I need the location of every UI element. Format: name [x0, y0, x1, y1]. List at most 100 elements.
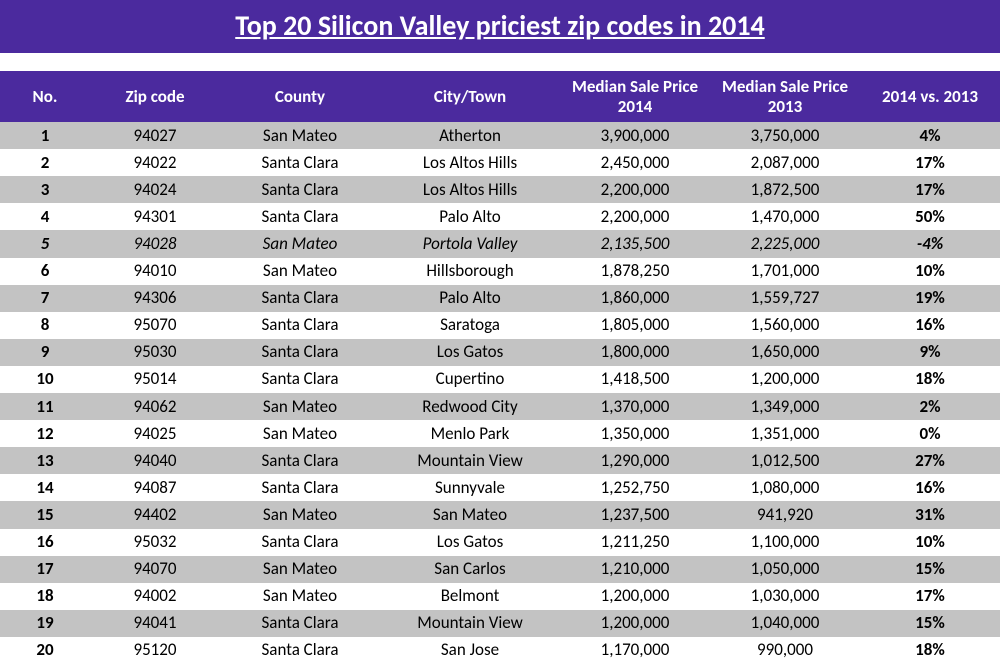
table-cell: 1,040,000 — [710, 610, 860, 637]
table-cell: Santa Clara — [220, 474, 380, 501]
table-cell: 11 — [0, 393, 90, 420]
table-cell: San Mateo — [220, 420, 380, 447]
table-cell: 17 — [0, 556, 90, 583]
table-cell: 20 — [0, 637, 90, 664]
table-cell: 27% — [860, 447, 1000, 474]
table-row: 2095120Santa ClaraSan Jose1,170,000990,0… — [0, 637, 1000, 664]
table-cell: 3,900,000 — [560, 122, 710, 149]
table-cell: 1,170,000 — [560, 637, 710, 664]
table-cell: 31% — [860, 501, 1000, 528]
table-cell: 95032 — [90, 529, 220, 556]
table-cell: 94062 — [90, 393, 220, 420]
table-cell: Redwood City — [380, 393, 560, 420]
table-row: 394024Santa ClaraLos Altos Hills2,200,00… — [0, 176, 1000, 203]
table-cell: 95030 — [90, 339, 220, 366]
table-cell: 94301 — [90, 203, 220, 230]
table-cell: 19 — [0, 610, 90, 637]
table-cell: 1,349,000 — [710, 393, 860, 420]
table-cell: 94027 — [90, 122, 220, 149]
table-cell: 17% — [860, 149, 1000, 176]
table-cell: San Mateo — [220, 556, 380, 583]
table-row: 1095014Santa ClaraCupertino1,418,5001,20… — [0, 366, 1000, 393]
table-cell: Santa Clara — [220, 149, 380, 176]
table-cell: 1,290,000 — [560, 447, 710, 474]
table-cell: 1,800,000 — [560, 339, 710, 366]
table-cell: 2,200,000 — [560, 203, 710, 230]
table-cell: 94002 — [90, 583, 220, 610]
table-cell: 1,100,000 — [710, 529, 860, 556]
table-cell: 9 — [0, 339, 90, 366]
table-cell: 2,225,000 — [710, 230, 860, 257]
zip-code-table: No.Zip codeCountyCity/TownMedian Sale Pr… — [0, 71, 1000, 664]
table-cell: 1,030,000 — [710, 583, 860, 610]
table-row: 1294025San MateoMenlo Park1,350,0001,351… — [0, 420, 1000, 447]
table-cell: San Mateo — [220, 230, 380, 257]
table-cell: 19% — [860, 285, 1000, 312]
table-cell: Atherton — [380, 122, 560, 149]
table-cell: 1 — [0, 122, 90, 149]
table-cell: 1,252,750 — [560, 474, 710, 501]
table-cell: 17% — [860, 583, 1000, 610]
table-cell: 95014 — [90, 366, 220, 393]
table-cell: 9% — [860, 339, 1000, 366]
table-cell: Santa Clara — [220, 366, 380, 393]
table-cell: 94025 — [90, 420, 220, 447]
table-row: 995030Santa ClaraLos Gatos1,800,0001,650… — [0, 339, 1000, 366]
table-cell: 1,470,000 — [710, 203, 860, 230]
table-cell: Palo Alto — [380, 203, 560, 230]
table-cell: 0% — [860, 420, 1000, 447]
table-row: 1794070San MateoSan Carlos1,210,0001,050… — [0, 556, 1000, 583]
table-cell: Saratoga — [380, 312, 560, 339]
table-cell: Los Altos Hills — [380, 149, 560, 176]
table-cell: 94022 — [90, 149, 220, 176]
table-cell: 12 — [0, 420, 90, 447]
table-cell: 1,210,000 — [560, 556, 710, 583]
table-cell: Santa Clara — [220, 203, 380, 230]
table-cell: 1,351,000 — [710, 420, 860, 447]
table-cell: Santa Clara — [220, 610, 380, 637]
table-row: 895070Santa ClaraSaratoga1,805,0001,560,… — [0, 312, 1000, 339]
table-row: 1695032Santa ClaraLos Gatos1,211,2501,10… — [0, 529, 1000, 556]
table-cell: 94040 — [90, 447, 220, 474]
table-cell: 3,750,000 — [710, 122, 860, 149]
table-cell: 10% — [860, 258, 1000, 285]
table-row: 1494087Santa ClaraSunnyvale1,252,7501,08… — [0, 474, 1000, 501]
table-cell: 4 — [0, 203, 90, 230]
table-cell: 1,012,500 — [710, 447, 860, 474]
table-cell: Santa Clara — [220, 176, 380, 203]
table-row: 1994041Santa ClaraMountain View1,200,000… — [0, 610, 1000, 637]
table-cell: Santa Clara — [220, 637, 380, 664]
table-cell: 18% — [860, 637, 1000, 664]
table-cell: 10 — [0, 366, 90, 393]
table-cell: 1,559,727 — [710, 285, 860, 312]
table-cell: 1,878,250 — [560, 258, 710, 285]
table-cell: 94041 — [90, 610, 220, 637]
table-cell: 50% — [860, 203, 1000, 230]
table-cell: 95070 — [90, 312, 220, 339]
table-cell: Santa Clara — [220, 529, 380, 556]
chart-title: Top 20 Silicon Valley priciest zip codes… — [0, 0, 1000, 53]
table-cell: 15% — [860, 610, 1000, 637]
table-cell: 1,200,000 — [560, 583, 710, 610]
table-cell: 2,135,500 — [560, 230, 710, 257]
table-cell: Mountain View — [380, 610, 560, 637]
table-cell: 94306 — [90, 285, 220, 312]
table-cell: San Mateo — [220, 501, 380, 528]
table-cell: 1,200,000 — [560, 610, 710, 637]
table-cell: 16 — [0, 529, 90, 556]
table-cell: 1,805,000 — [560, 312, 710, 339]
table-cell: San Mateo — [220, 122, 380, 149]
header-row: No.Zip codeCountyCity/TownMedian Sale Pr… — [0, 71, 1000, 122]
table-cell: 94010 — [90, 258, 220, 285]
table-row: 594028San MateoPortola Valley2,135,5002,… — [0, 230, 1000, 257]
column-header: Zip code — [90, 71, 220, 122]
table-cell: Mountain View — [380, 447, 560, 474]
column-header: 2014 vs. 2013 — [860, 71, 1000, 122]
table-cell: 1,200,000 — [710, 366, 860, 393]
table-cell: 13 — [0, 447, 90, 474]
table-body: 194027San MateoAtherton3,900,0003,750,00… — [0, 122, 1000, 664]
column-header: City/Town — [380, 71, 560, 122]
table-cell: 18 — [0, 583, 90, 610]
table-cell: 94402 — [90, 501, 220, 528]
table-cell: 16% — [860, 474, 1000, 501]
